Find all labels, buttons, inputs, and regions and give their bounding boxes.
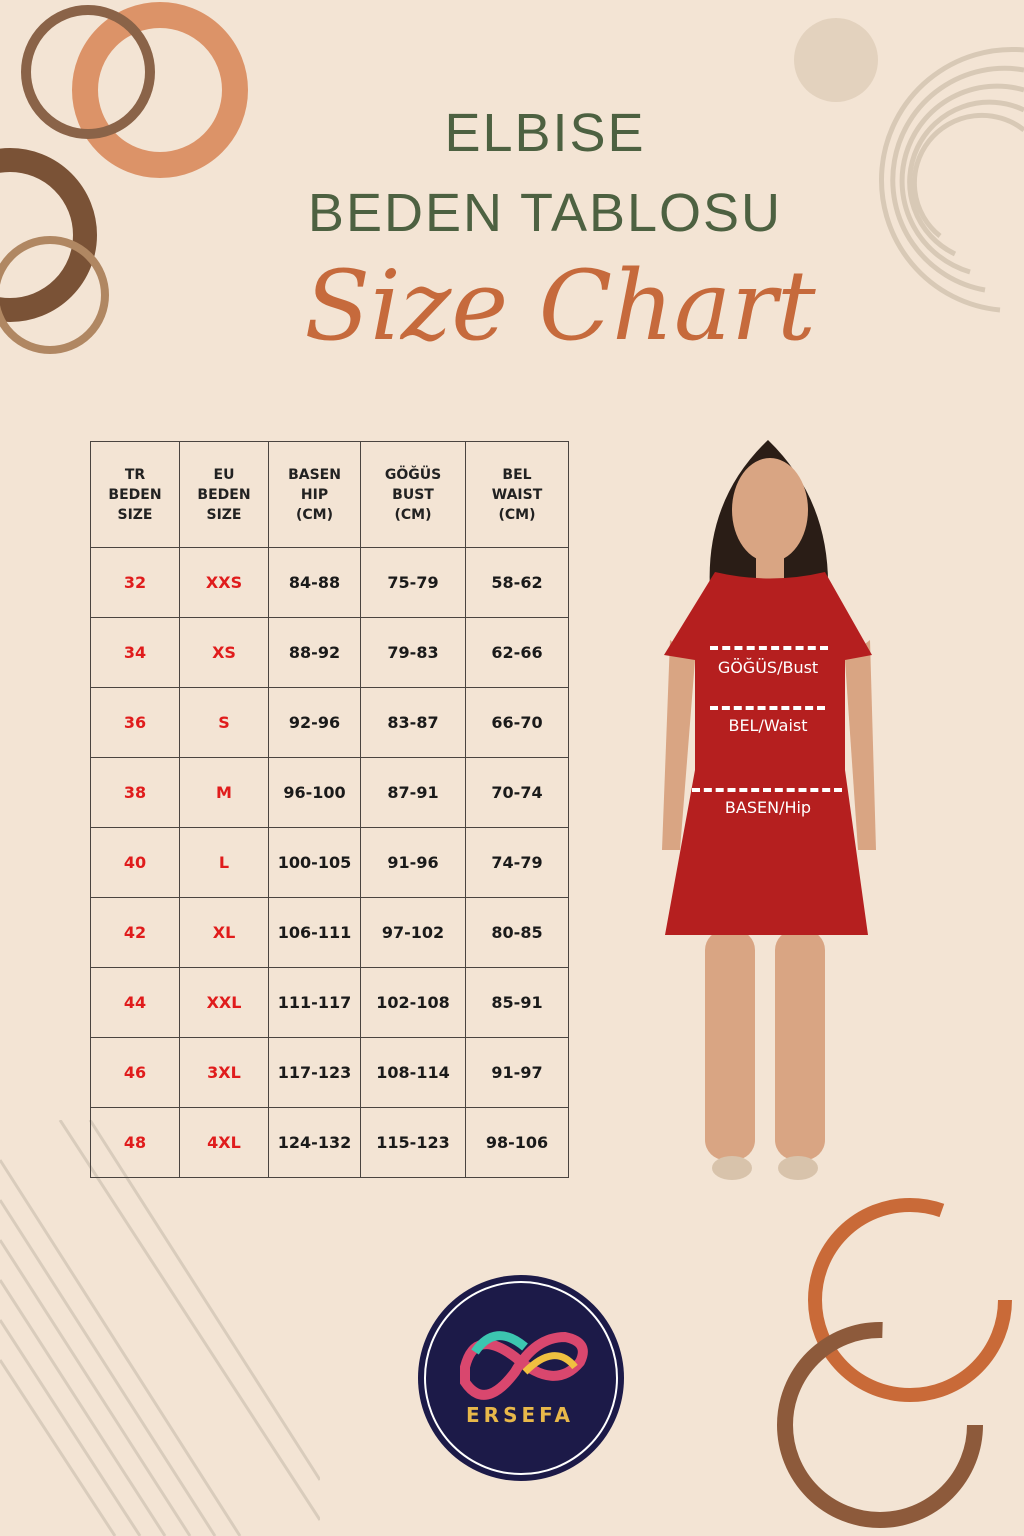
brand-logo: [418, 1275, 624, 1481]
bust-label: GÖĞÜS/Bust: [717, 658, 819, 677]
column-header-line: (CM): [394, 506, 432, 523]
model-figure: [662, 440, 876, 1180]
eu-size-cell: 4XL: [179, 1107, 269, 1178]
bust-cm-cell: 83-87: [360, 687, 466, 758]
title-beden-tablosu: BEDEN TABLOSU: [307, 183, 783, 243]
bust-cm-cell: 79-83: [360, 617, 466, 688]
hip-cm-cell: 96-100: [268, 757, 361, 828]
bust-cm-cell: 115-123: [360, 1107, 466, 1178]
eu-size-cell: XS: [179, 617, 269, 688]
hip-cm-cell: 124-132: [268, 1107, 361, 1178]
column-header-line: GÖĞÜS: [384, 466, 442, 483]
table-row: 32 XXS 84-88 75-79 58-62: [90, 547, 569, 618]
column-header-line: HIP: [300, 486, 329, 503]
column-header: GÖĞÜS BUST (CM): [360, 441, 466, 548]
eu-size-cell: 3XL: [179, 1037, 269, 1108]
eu-size-cell: XXS: [179, 547, 269, 618]
column-header-line: WAIST: [491, 486, 543, 503]
hip-label: BASEN/Hip: [724, 798, 812, 817]
hip-dashed-line: [692, 788, 842, 792]
waist-cm-cell: 70-74: [465, 757, 569, 828]
waist-dashed-line: [710, 706, 825, 710]
column-header-line: BASEN: [288, 466, 341, 483]
table-row: 34 XS 88-92 79-83 62-66: [90, 617, 569, 688]
decorative-circles-bottom-right: [777, 1198, 1012, 1528]
column-header: BASEN HIP (CM): [268, 441, 361, 548]
hip-cm-cell: 92-96: [268, 687, 361, 758]
eu-size-cell: XL: [179, 897, 269, 968]
tr-size-cell: 34: [90, 617, 180, 688]
tr-size-cell: 42: [90, 897, 180, 968]
eu-size-cell: S: [179, 687, 269, 758]
eu-size-cell: L: [179, 827, 269, 898]
bust-cm-cell: 91-96: [360, 827, 466, 898]
bust-cm-cell: 97-102: [360, 897, 466, 968]
waist-cm-cell: 98-106: [465, 1107, 569, 1178]
waist-cm-cell: 91-97: [465, 1037, 569, 1108]
column-header-line: BUST: [392, 486, 434, 503]
waist-cm-cell: 85-91: [465, 967, 569, 1038]
hip-cm-cell: 100-105: [268, 827, 361, 898]
hip-cm-cell: 84-88: [268, 547, 361, 618]
script-title: Size Chart: [304, 250, 816, 362]
bust-dashed-line: [710, 646, 828, 650]
table-row: 46 3XL 117-123 108-114 91-97: [90, 1037, 569, 1108]
column-header: TR BEDEN SIZE: [90, 441, 180, 548]
column-header: EU BEDEN SIZE: [179, 441, 269, 548]
tr-size-cell: 36: [90, 687, 180, 758]
eu-size-cell: XXL: [179, 967, 269, 1038]
table-row: 36 S 92-96 83-87 66-70: [90, 687, 569, 758]
hip-cm-cell: 106-111: [268, 897, 361, 968]
table-row: 38 M 96-100 87-91 70-74: [90, 757, 569, 828]
waist-cm-cell: 80-85: [465, 897, 569, 968]
column-header-line: (CM): [295, 506, 333, 523]
bust-cm-cell: 102-108: [360, 967, 466, 1038]
table-row: 42 XL 106-111 97-102 80-85: [90, 897, 569, 968]
bust-cm-cell: 108-114: [360, 1037, 466, 1108]
tr-size-cell: 40: [90, 827, 180, 898]
bust-cm-cell: 87-91: [360, 757, 466, 828]
column-header-line: SIZE: [117, 506, 153, 523]
waist-cm-cell: 58-62: [465, 547, 569, 618]
tr-size-cell: 38: [90, 757, 180, 828]
title-elbise: ELBISE: [444, 103, 646, 163]
size-table: TR BEDEN SIZE EU BEDEN SIZE BASEN HIP (CM) GÖĞÜS B…: [90, 441, 569, 1178]
hip-cm-cell: 88-92: [268, 617, 361, 688]
waist-cm-cell: 74-79: [465, 827, 569, 898]
decorative-circles-top-left: [0, 2, 248, 354]
hip-cm-cell: 111-117: [268, 967, 361, 1038]
column-header-line: EU: [213, 466, 235, 483]
hip-cm-cell: 117-123: [268, 1037, 361, 1108]
decorative-arcs-top-right: [794, 18, 1024, 313]
column-header-line: TR: [124, 466, 146, 483]
column-header-line: BEDEN: [197, 486, 251, 503]
waist-cm-cell: 66-70: [465, 687, 569, 758]
brand-name: ERSEFA: [466, 1403, 574, 1427]
eu-size-cell: M: [179, 757, 269, 828]
tr-size-cell: 48: [90, 1107, 180, 1178]
decorative-lines-bottom-left: [0, 1120, 320, 1536]
column-header-line: BEL: [502, 466, 532, 483]
waist-cm-cell: 62-66: [465, 617, 569, 688]
column-header-line: (CM): [498, 506, 536, 523]
table-row: 40 L 100-105 91-96 74-79: [90, 827, 569, 898]
column-header-line: SIZE: [206, 506, 242, 523]
column-header: BEL WAIST (CM): [465, 441, 569, 548]
tr-size-cell: 46: [90, 1037, 180, 1108]
tr-size-cell: 44: [90, 967, 180, 1038]
tr-size-cell: 32: [90, 547, 180, 618]
waist-label: BEL/Waist: [728, 716, 808, 735]
table-row: 48 4XL 124-132 115-123 98-106: [90, 1107, 569, 1178]
bust-cm-cell: 75-79: [360, 547, 466, 618]
table-row: 44 XXL 111-117 102-108 85-91: [90, 967, 569, 1038]
column-header-line: BEDEN: [108, 486, 162, 503]
